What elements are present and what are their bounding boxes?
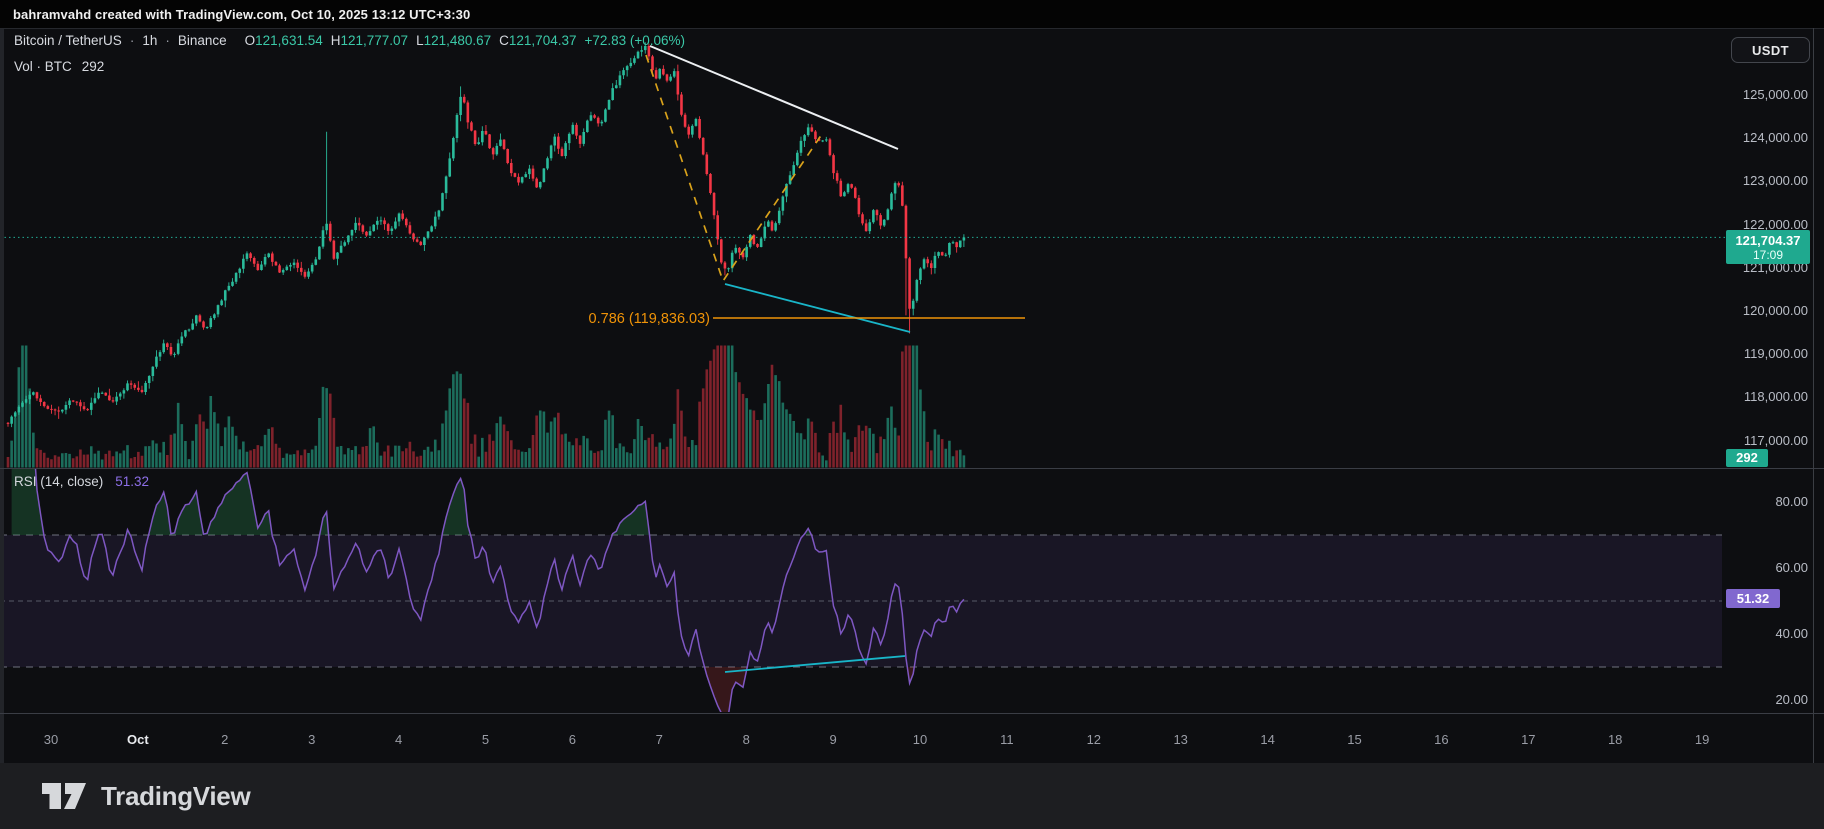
candlestick-series xyxy=(6,42,966,428)
fib-level-label: 0.786 (119,836.03) xyxy=(589,311,710,327)
rsi-band xyxy=(0,535,1722,667)
price-axis-label: 118,000.00 xyxy=(1743,389,1808,405)
right-edge-border xyxy=(1813,28,1814,763)
ohlc-open: O121,631.54 xyxy=(244,33,323,48)
time-axis-label: 14 xyxy=(1260,732,1275,747)
time-axis-label: 15 xyxy=(1347,732,1362,747)
time-axis-label: 8 xyxy=(742,732,750,747)
price-axis-label: 117,000.00 xyxy=(1743,432,1808,448)
rsi-oversold-fill xyxy=(11,667,964,712)
symbol-name[interactable]: Bitcoin / TetherUS xyxy=(14,33,122,48)
time-axis-label: 16 xyxy=(1434,732,1449,747)
last-price-value: 121,704.37 xyxy=(1735,233,1801,248)
volume-legend[interactable]: Vol · BTC 292 xyxy=(14,59,104,74)
legend-separator: · xyxy=(165,33,170,48)
volume-value: 292 xyxy=(81,59,105,74)
price-axis-label: 122,000.00 xyxy=(1742,216,1808,232)
tradingview-logo[interactable]: TradingView xyxy=(40,778,251,814)
ohlc-close: C121,704.37 xyxy=(499,33,577,48)
ohlc-low: L121,480.67 xyxy=(416,33,492,48)
time-axis-label: 18 xyxy=(1607,732,1623,747)
rsi-value-badge: 51.32 xyxy=(1726,589,1780,608)
tradingview-logo-icon xyxy=(42,783,86,809)
time-axis-label: 9 xyxy=(829,732,837,747)
price-axis-label: 124,000.00 xyxy=(1742,130,1808,146)
attribution-bar: bahramvahd created with TradingView.com,… xyxy=(0,0,1824,29)
currency-toggle-button[interactable]: USDT xyxy=(1731,37,1810,63)
symbol-legend[interactable]: Bitcoin / TetherUS · 1h · Binance O121,6… xyxy=(14,33,685,48)
rsi-value: 51.32 xyxy=(115,474,150,489)
time-axis-label: 11 xyxy=(1000,732,1014,747)
time-axis-label: 19 xyxy=(1694,732,1710,747)
time-axis-label: 30 xyxy=(43,732,59,747)
rsi-axis-label: 20.00 xyxy=(1775,692,1808,707)
time-axis-label: 3 xyxy=(308,732,316,747)
legend-separator: · xyxy=(129,33,135,48)
price-axis-label: 123,000.00 xyxy=(1742,173,1808,189)
rsi-label: RSI (14, close) xyxy=(14,474,104,489)
time-axis-label: 17 xyxy=(1521,732,1536,747)
change-value: +72.83 (+0.06%) xyxy=(584,33,686,48)
volume-series xyxy=(6,345,966,468)
time-axis-label: Oct xyxy=(127,732,149,747)
rsi-line xyxy=(34,469,965,712)
ohlc-high: H121,777.07 xyxy=(330,33,409,48)
rsi-axis-label: 80.00 xyxy=(1775,494,1808,509)
interval-label[interactable]: 1h xyxy=(142,33,158,48)
footer-bar: TradingView xyxy=(0,763,1824,829)
rsi-legend[interactable]: RSI (14, close) 51.32 xyxy=(14,474,149,489)
time-axis-label: 5 xyxy=(481,732,490,747)
tradingview-logo-text: TradingView xyxy=(101,780,251,811)
pane-divider-rsi-timeaxis xyxy=(0,713,1824,714)
rsi-divergence-line[interactable] xyxy=(724,655,906,673)
descending-trendline[interactable] xyxy=(649,45,899,150)
time-axis-label: 7 xyxy=(655,732,663,747)
pane-left-edge xyxy=(0,28,4,763)
volume-label: Vol · BTC xyxy=(14,59,72,74)
time-axis-label: 13 xyxy=(1173,732,1188,747)
volume-badge: 292 xyxy=(1726,449,1768,467)
time-axis-label: 6 xyxy=(568,732,576,747)
time-axis-label: 2 xyxy=(221,732,229,747)
attribution-text: bahramvahd created with TradingView.com,… xyxy=(13,6,471,22)
price-divergence-line[interactable] xyxy=(724,283,911,333)
time-axis-label: 12 xyxy=(1086,732,1102,747)
last-price-badge: 121,704.37 17:09 xyxy=(1726,230,1810,264)
price-pane xyxy=(6,42,966,468)
bar-countdown: 17:09 xyxy=(1752,248,1784,262)
time-axis-label: 4 xyxy=(394,732,403,747)
time-axis-label: 10 xyxy=(912,732,928,747)
price-axis-label: 125,000.00 xyxy=(1742,87,1808,102)
exchange-label: Binance xyxy=(177,33,227,48)
price-axis-label: 119,000.00 xyxy=(1743,346,1808,362)
rsi-axis-label: 40.00 xyxy=(1775,626,1808,641)
price-axis-label: 120,000.00 xyxy=(1742,303,1808,318)
rsi-axis-label: 60.00 xyxy=(1775,560,1808,575)
pane-divider-price-rsi[interactable] xyxy=(0,468,1824,469)
zigzag-pattern-dashed[interactable] xyxy=(645,54,823,283)
